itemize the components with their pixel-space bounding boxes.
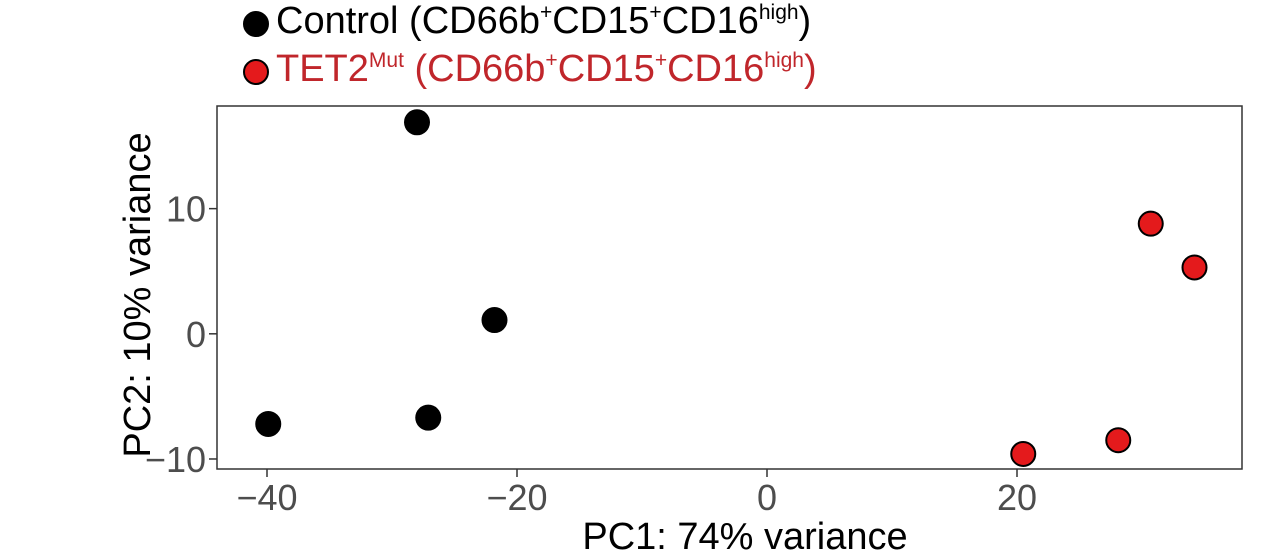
data-point-tet2 [1010, 440, 1037, 467]
x-axis-title: PC1: 74% variance [582, 516, 907, 553]
legend-control-sup1: + [540, 1, 553, 24]
legend-control-mid2: CD16 [661, 0, 759, 42]
legend-tet2-open: (CD66b [403, 48, 546, 90]
legend-control-name: Control [276, 0, 399, 42]
legend-control-sup3: high [758, 1, 799, 24]
x-tick-label: 20 [997, 477, 1037, 518]
legend-item-tet2: TET2Mut (CD66b+CD15+CD16high) [242, 47, 817, 97]
data-point-control [255, 410, 282, 437]
y-tick-label: 10 [166, 189, 206, 230]
legend-tet2-sup2: + [654, 49, 668, 72]
y-axis-title: PC2: 10% variance [117, 132, 159, 457]
data-point-tet2 [1105, 427, 1132, 454]
legend-tet2-name: TET2 [276, 48, 369, 90]
legend-key-control [243, 11, 269, 37]
legend-label-tet2: TET2Mut (CD66b+CD15+CD16high) [276, 47, 817, 97]
legend-control-close: ) [798, 0, 812, 42]
legend-control-open: (CD66b [398, 0, 540, 42]
data-point-control [481, 307, 508, 334]
x-tick-label: −40 [236, 477, 297, 518]
legend-key-tet2 [243, 59, 269, 85]
legend-tet2-sup1: + [545, 49, 558, 72]
x-tick-label: 0 [757, 477, 777, 518]
ticks-layer: −40 −20 0 20 −10 0 10 [145, 189, 1037, 518]
points-layer [255, 109, 1208, 467]
panel-border [216, 105, 1243, 470]
legend-tet2-name-sup: Mut [368, 49, 404, 72]
y-tick-label: 0 [186, 314, 206, 355]
x-tick-label: −20 [486, 477, 547, 518]
legend-control-sup2: + [649, 1, 662, 24]
legend-tet2-sup3: high [764, 49, 804, 72]
data-point-tet2 [1181, 254, 1208, 281]
y-tick-label: −10 [145, 439, 206, 480]
data-point-control [415, 404, 442, 431]
y-axis-title-group: PC2: 10% variance [117, 132, 159, 457]
legend-tet2-mid1: CD15 [557, 48, 655, 90]
legend-tet2-close: ) [803, 48, 817, 90]
data-point-control [404, 109, 430, 136]
legend-control-mid1: CD15 [552, 0, 650, 42]
legend-label-control: Control (CD66b+CD15+CD16high) [276, 0, 811, 49]
legend-tet2-mid2: CD16 [667, 48, 765, 90]
data-point-tet2 [1137, 210, 1164, 237]
legend-item-control: Control (CD66b+CD15+CD16high) [242, 0, 811, 49]
